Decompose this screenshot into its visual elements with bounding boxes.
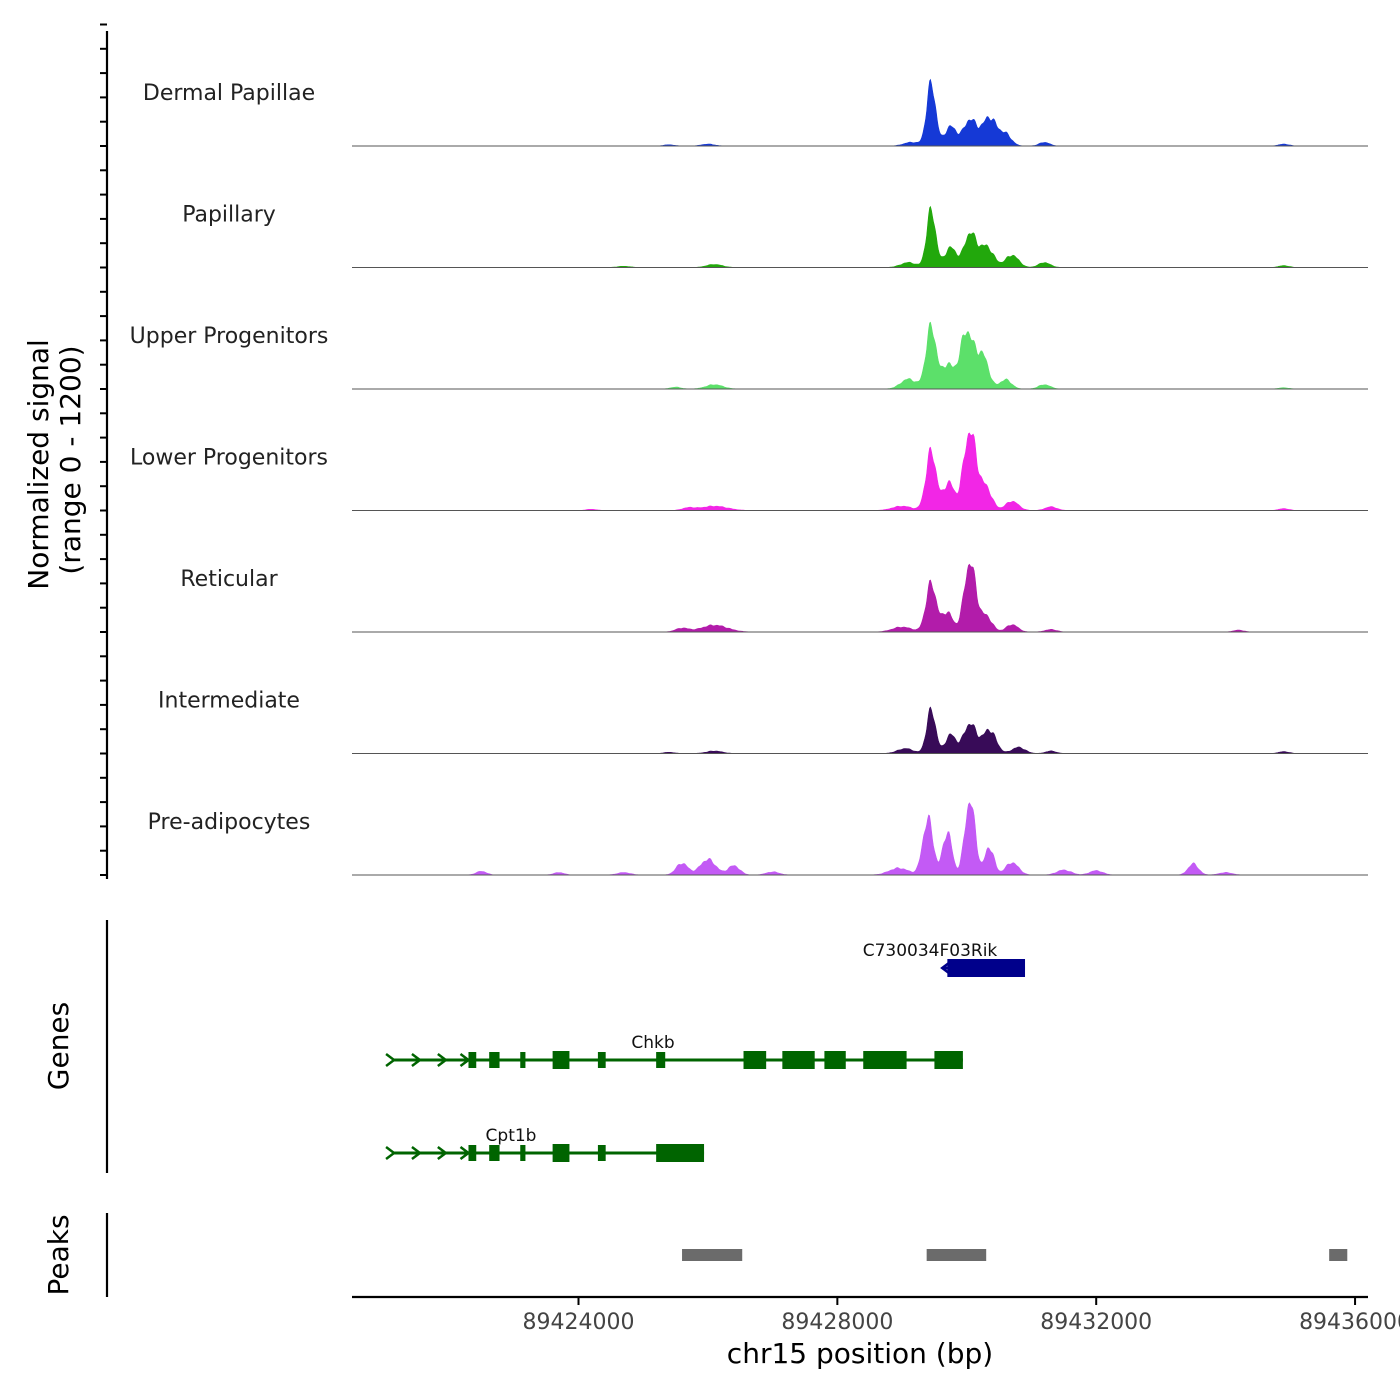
track-papillary: Papillary bbox=[182, 203, 1368, 268]
position-axis: 89424000 89428000 89432000 89436000 bbox=[352, 1295, 1400, 1335]
track-pre-adipocytes: Pre-adipocytes bbox=[148, 802, 1368, 876]
signal-area-dermal-papillae bbox=[352, 78, 1368, 147]
signal-axis bbox=[100, 23, 109, 879]
peaks-axis-title: Peaks bbox=[42, 1214, 75, 1295]
strand-arrow-icon bbox=[437, 1053, 448, 1067]
gene-exon bbox=[824, 1051, 846, 1069]
track-dermal-papillae: Dermal Papillae bbox=[143, 78, 1368, 147]
track-label-dermal-papillae: Dermal Papillae bbox=[143, 81, 315, 106]
gene-exon bbox=[934, 1051, 963, 1069]
signal-area-upper-progenitors bbox=[352, 321, 1368, 390]
signal-area-lower-progenitors bbox=[352, 432, 1368, 511]
gene-exon bbox=[520, 1052, 526, 1068]
gene-label-chkb: Chkb bbox=[631, 1033, 674, 1053]
track-lower-progenitors: Lower Progenitors bbox=[130, 432, 1368, 511]
gene-exon bbox=[597, 1145, 606, 1161]
gene-exon bbox=[863, 1051, 907, 1069]
track-intermediate: Intermediate bbox=[158, 689, 1368, 754]
strand-arrow-icon bbox=[437, 1146, 448, 1160]
signal-axis-title: Normalized signal (range 0 - 1200) bbox=[22, 330, 87, 589]
peaks-panel bbox=[105, 1213, 1348, 1297]
strand-arrow-icon bbox=[411, 1146, 423, 1160]
strand-arrow-icon bbox=[411, 1053, 423, 1067]
track-label-upper-progenitors: Upper Progenitors bbox=[130, 324, 329, 349]
gene-exon bbox=[468, 1052, 477, 1068]
gene-chkb: Chkb bbox=[385, 1033, 963, 1069]
signal-area-intermediate bbox=[352, 706, 1368, 754]
signal-area-papillary bbox=[352, 205, 1368, 268]
signal-axis-title-line1: Normalized signal bbox=[22, 339, 55, 590]
signal-area-pre-adipocytes bbox=[352, 802, 1368, 876]
position-tick-label: 89428000 bbox=[781, 1310, 893, 1335]
gene-exon bbox=[656, 1052, 666, 1068]
track-upper-progenitors: Upper Progenitors bbox=[130, 321, 1368, 390]
position-tick-label: 89424000 bbox=[523, 1310, 635, 1335]
gene-exon bbox=[947, 959, 1026, 977]
gene-cpt1b: Cpt1b bbox=[385, 1126, 705, 1162]
strand-arrow-icon bbox=[385, 1053, 397, 1067]
position-axis-title: chr15 position (bp) bbox=[727, 1337, 993, 1370]
signal-area-reticular bbox=[352, 563, 1368, 633]
gene-exon bbox=[552, 1051, 570, 1069]
gene-exon bbox=[552, 1144, 570, 1162]
gene-exon bbox=[782, 1051, 815, 1069]
track-label-lower-progenitors: Lower Progenitors bbox=[130, 446, 328, 471]
gene-exon bbox=[656, 1144, 705, 1162]
track-label-pre-adipocytes: Pre-adipocytes bbox=[148, 810, 311, 835]
peak-region bbox=[682, 1249, 743, 1261]
gene-c730034f03rik: C730034F03Rik bbox=[863, 941, 1026, 977]
gene-exon bbox=[489, 1145, 500, 1161]
gene-label-c730034f03rik: C730034F03Rik bbox=[863, 941, 998, 961]
track-label-intermediate: Intermediate bbox=[158, 689, 300, 714]
genes-panel: C730034F03Rik Chkb Cpt1b bbox=[105, 920, 1026, 1173]
position-tick-label: 89436000 bbox=[1299, 1310, 1400, 1335]
gene-label-cpt1b: Cpt1b bbox=[486, 1126, 537, 1146]
gene-exon bbox=[520, 1145, 526, 1161]
gene-exon bbox=[597, 1052, 606, 1068]
signal-axis-title-line2: (range 0 - 1200) bbox=[54, 345, 87, 574]
gene-exon bbox=[489, 1052, 500, 1068]
strand-arrow-icon bbox=[385, 1146, 397, 1160]
track-label-reticular: Reticular bbox=[180, 567, 278, 592]
peak-region bbox=[1329, 1249, 1348, 1261]
gene-exon bbox=[743, 1051, 767, 1069]
track-reticular: Reticular bbox=[180, 563, 1368, 633]
peak-region bbox=[926, 1249, 987, 1261]
track-label-papillary: Papillary bbox=[182, 203, 276, 228]
gene-exon bbox=[468, 1145, 477, 1161]
position-tick-label: 89432000 bbox=[1040, 1310, 1152, 1335]
coverage-tracks: Dermal Papillae Papillary Upper Progenitor… bbox=[130, 78, 1368, 876]
genes-axis-title: Genes bbox=[42, 1002, 75, 1090]
